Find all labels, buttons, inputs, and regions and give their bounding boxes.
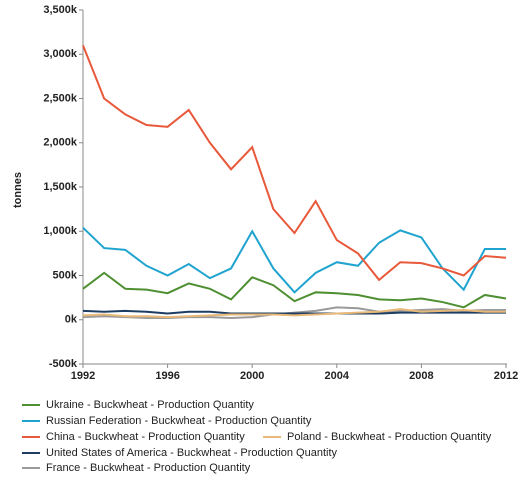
y-tick-label: 3,500k xyxy=(43,4,78,16)
y-tick-label: 2,000k xyxy=(43,137,78,149)
x-tick-label: 2008 xyxy=(409,370,433,382)
x-tick-label: 2000 xyxy=(240,370,264,382)
x-tick-label: 2004 xyxy=(325,370,350,382)
y-tick-label: 0k xyxy=(65,314,78,326)
y-tick-label: 3,000k xyxy=(43,48,78,60)
legend-label: Russian Federation - Buckwheat - Product… xyxy=(46,415,312,427)
y-tick-label: -500k xyxy=(49,358,78,370)
y-tick-label: 1,000k xyxy=(43,225,78,237)
x-tick-label: 2012 xyxy=(494,370,518,382)
legend-label: Ukraine - Buckwheat - Production Quantit… xyxy=(46,399,254,411)
x-tick-label: 1996 xyxy=(155,370,179,382)
series-line xyxy=(82,308,506,319)
series-line xyxy=(82,271,507,309)
y-tick-label: 2,500k xyxy=(43,92,78,104)
y-axis-title: tonnes xyxy=(12,172,24,208)
legend-label: France - Buckwheat - Production Quantity xyxy=(46,462,251,474)
legend-label: United States of America - Buckwheat - P… xyxy=(46,447,338,459)
series-line xyxy=(82,45,507,282)
legend-label: Poland - Buckwheat - Production Quantity xyxy=(287,431,492,443)
y-tick-label: 500k xyxy=(53,269,78,281)
series-line xyxy=(82,226,506,294)
legend-label: China - Buckwheat - Production Quantity xyxy=(46,431,245,443)
y-tick-label: 1,500k xyxy=(43,181,78,193)
x-tick-label: 1992 xyxy=(71,370,95,382)
series-line xyxy=(82,309,506,315)
